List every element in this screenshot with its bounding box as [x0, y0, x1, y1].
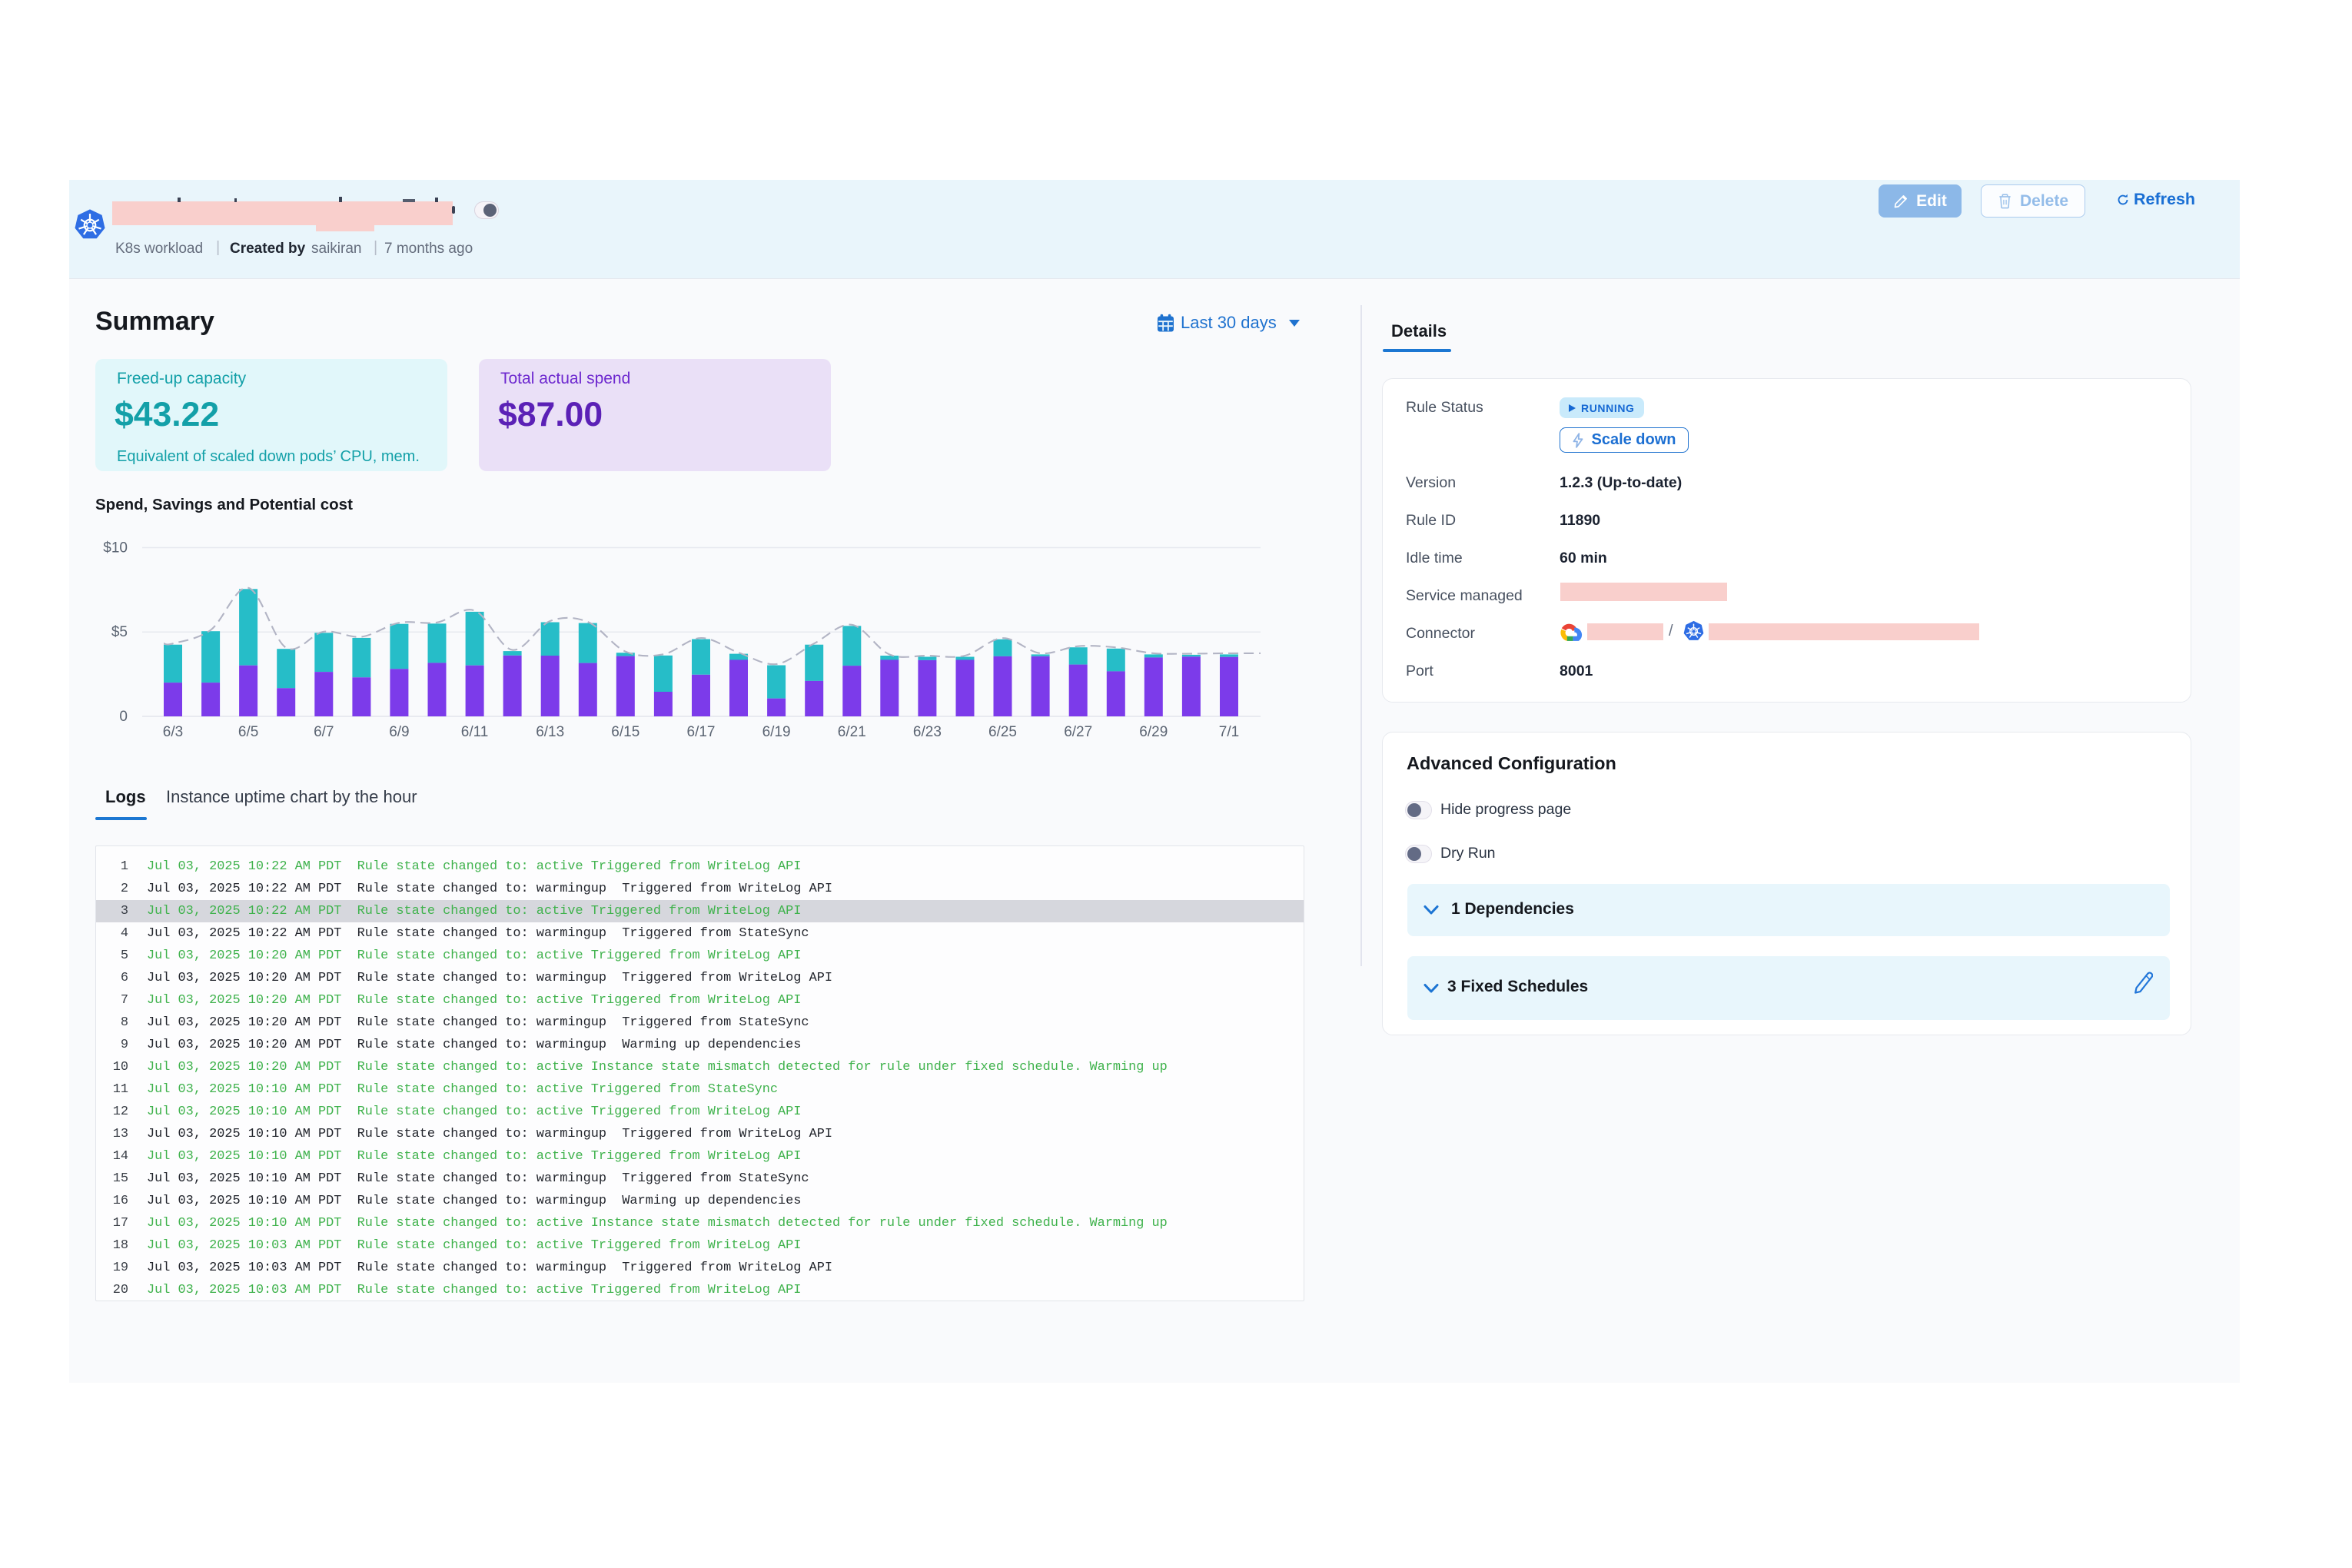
svg-text:0: 0 — [119, 709, 128, 725]
svg-text:6/15: 6/15 — [611, 724, 639, 740]
svg-text:6/25: 6/25 — [988, 724, 1017, 740]
svg-text:6/7: 6/7 — [314, 724, 334, 740]
svg-text:$10: $10 — [103, 540, 128, 556]
svg-text:6/19: 6/19 — [762, 724, 791, 740]
svg-text:6/23: 6/23 — [913, 724, 942, 740]
svg-text:6/3: 6/3 — [163, 724, 183, 740]
svg-text:6/21: 6/21 — [838, 724, 866, 740]
svg-text:$5: $5 — [111, 624, 128, 640]
svg-text:6/29: 6/29 — [1139, 724, 1168, 740]
svg-text:6/13: 6/13 — [536, 724, 564, 740]
svg-text:6/27: 6/27 — [1064, 724, 1092, 740]
svg-text:6/9: 6/9 — [389, 724, 409, 740]
svg-text:6/17: 6/17 — [687, 724, 716, 740]
svg-text:6/5: 6/5 — [238, 724, 258, 740]
svg-text:6/11: 6/11 — [461, 724, 489, 740]
svg-text:7/1: 7/1 — [1219, 724, 1239, 740]
